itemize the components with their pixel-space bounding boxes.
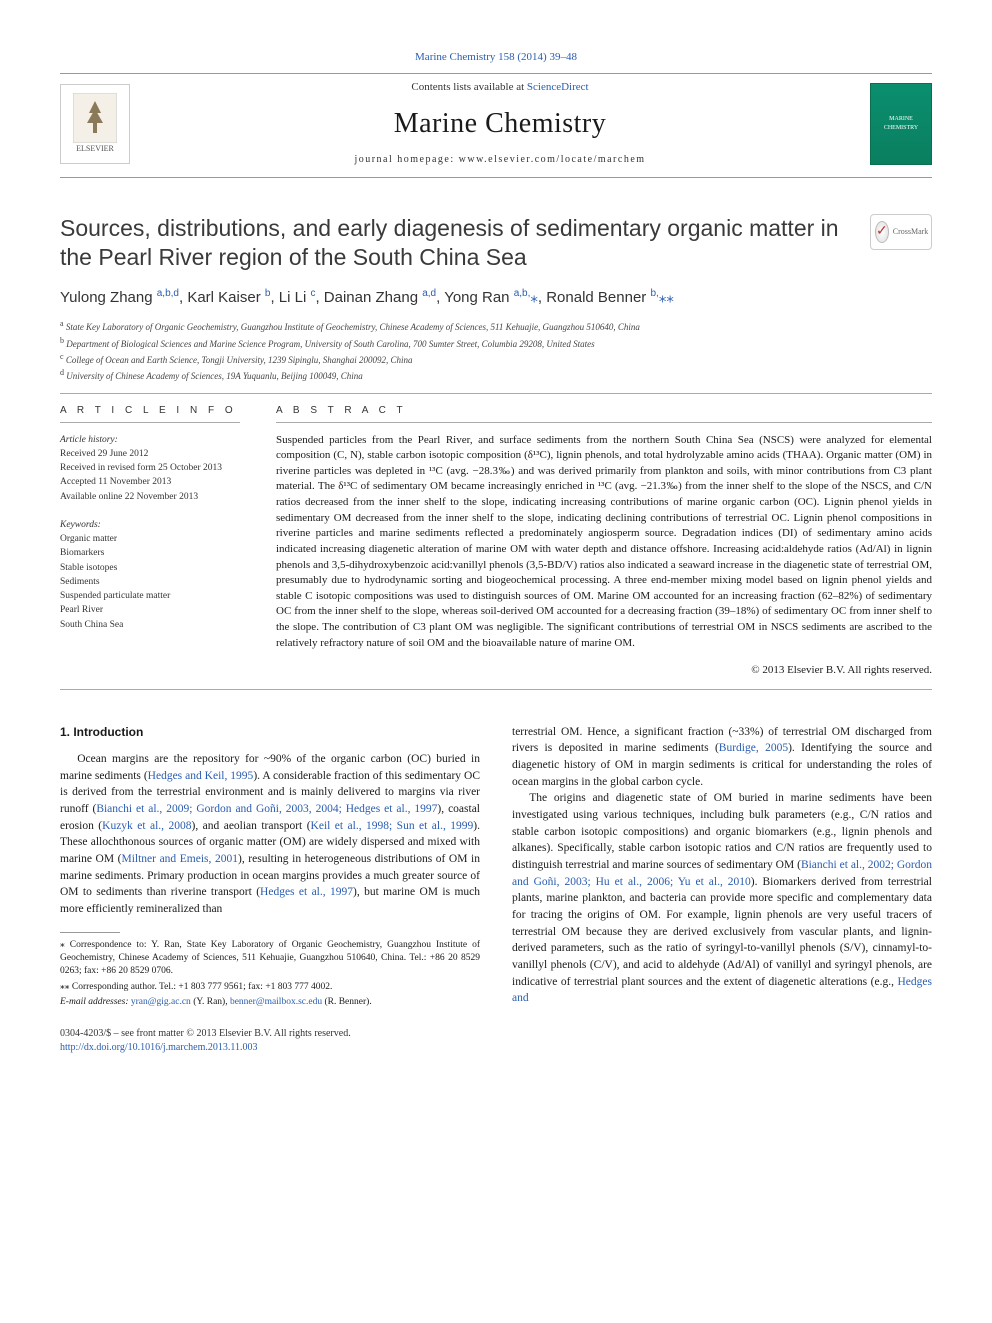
journal-cover-thumb: MARINE CHEMISTRY: [870, 83, 932, 165]
article-title: Sources, distributions, and early diagen…: [60, 214, 870, 272]
intro-para-3: The origins and diagenetic state of OM b…: [512, 790, 932, 1007]
citation-link[interactable]: Bianchi et al., 2009; Gordon and Goñi, 2…: [96, 803, 437, 815]
citation-link[interactable]: Miltner and Emeis, 2001: [121, 853, 238, 865]
sciencedirect-link[interactable]: ScienceDirect: [527, 81, 589, 93]
abstract-copyright: © 2013 Elsevier B.V. All rights reserved…: [276, 663, 932, 678]
elsevier-logo: ELSEVIER: [60, 84, 130, 164]
email-link[interactable]: yran@gig.ac.cn: [131, 997, 191, 1007]
article-history: Article history: Received 29 June 2012Re…: [60, 433, 240, 504]
top-citation-link[interactable]: Marine Chemistry 158 (2014) 39–48: [415, 51, 577, 63]
citation-link[interactable]: Keil et al., 1998; Sun et al., 1999: [311, 820, 474, 832]
citation-link[interactable]: Hedges and Keil, 1995: [148, 770, 254, 782]
page-footer: 0304-4203/$ – see front matter © 2013 El…: [60, 1027, 932, 1055]
author-list: Yulong Zhang a,b,d, Karl Kaiser b, Li Li…: [60, 287, 932, 308]
keywords-block: Keywords: Organic matterBiomarkersStable…: [60, 518, 240, 632]
section-rule: [60, 393, 932, 394]
doi-link[interactable]: http://dx.doi.org/10.1016/j.marchem.2013…: [60, 1042, 258, 1053]
footnote-rule: [60, 932, 120, 933]
intro-heading: 1. Introduction: [60, 724, 480, 741]
section-rule-2: [60, 689, 932, 690]
journal-name: Marine Chemistry: [130, 104, 870, 143]
crossmark-icon: ✓: [875, 221, 889, 243]
footnote-corr-2: ⁎⁎ Corresponding author. Tel.: +1 803 77…: [60, 981, 480, 994]
journal-homepage: journal homepage: www.elsevier.com/locat…: [130, 153, 870, 167]
citation-link[interactable]: Hedges et al., 1997: [260, 886, 353, 898]
footnotes: ⁎ Correspondence to: Y. Ran, State Key L…: [60, 939, 480, 1009]
footnote-emails: E-mail addresses: yran@gig.ac.cn (Y. Ran…: [60, 996, 480, 1009]
abstract-text: Suspended particles from the Pearl River…: [276, 433, 932, 652]
issn-line: 0304-4203/$ – see front matter © 2013 El…: [60, 1027, 932, 1041]
contents-line: Contents lists available at ScienceDirec…: [130, 80, 870, 95]
body-column-left: 1. Introduction Ocean margins are the re…: [60, 724, 480, 1012]
footnote-corr-1: ⁎ Correspondence to: Y. Ran, State Key L…: [60, 939, 480, 979]
body-column-right: terrestrial OM. Hence, a significant fra…: [512, 724, 932, 1012]
citation-link[interactable]: Kuzyk et al., 2008: [102, 820, 191, 832]
crossmark-badge[interactable]: ✓ CrossMark: [870, 214, 932, 250]
abstract-heading: A B S T R A C T: [276, 404, 932, 423]
elsevier-tree-icon: [73, 93, 117, 143]
intro-para-2: terrestrial OM. Hence, a significant fra…: [512, 724, 932, 791]
citation-link[interactable]: Burdige, 2005: [719, 742, 788, 754]
article-info-heading: A R T I C L E I N F O: [60, 404, 240, 423]
email-link[interactable]: benner@mailbox.sc.edu: [230, 997, 322, 1007]
affiliations: a State Key Laboratory of Organic Geoche…: [60, 318, 932, 382]
intro-para-1: Ocean margins are the repository for ~90…: [60, 751, 480, 918]
journal-header: ELSEVIER Contents lists available at Sci…: [60, 73, 932, 178]
top-citation: Marine Chemistry 158 (2014) 39–48: [60, 50, 932, 65]
